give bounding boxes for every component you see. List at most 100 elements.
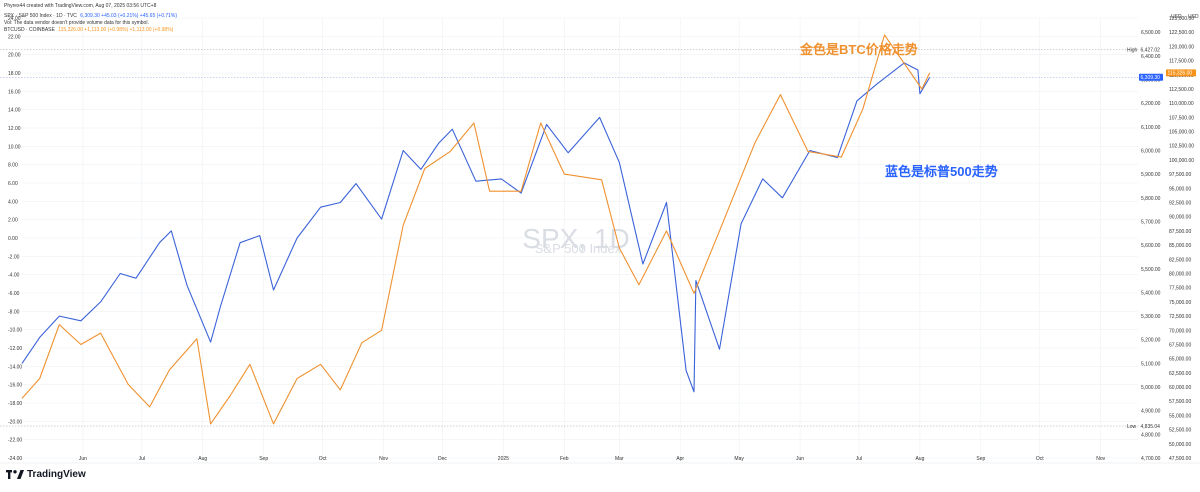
btc-tick-label: 75,000.00 <box>1169 300 1191 306</box>
left-tick-label: -22.00 <box>8 438 22 444</box>
btc-legend-values: 115,326.00 +1,113.00 (+0.98%) +1,113.00 … <box>58 27 173 33</box>
x-tick-label: Sep <box>259 456 268 462</box>
left-tick-label: 20.00 <box>8 53 21 59</box>
btc-tick-label: 117,500.00 <box>1169 59 1194 65</box>
spx-tick-label: 6,500.00 <box>1141 30 1161 36</box>
x-tick-label: Oct <box>1036 456 1044 462</box>
spx-tick-label: 6,100.00 <box>1141 125 1161 131</box>
left-tick-label: -6.00 <box>8 291 20 297</box>
left-tick-label: -24.00 <box>8 456 22 462</box>
tradingview-logo-icon <box>6 470 24 479</box>
x-tick-label: Jun <box>796 456 804 462</box>
x-tick-label: Apr <box>676 456 684 462</box>
left-tick-label: -18.00 <box>8 401 22 407</box>
left-tick-label: 22.00 <box>8 34 21 40</box>
spx-tick-label: 5,100.00 <box>1141 361 1161 367</box>
spx-tick-label: 4,900.00 <box>1141 409 1161 415</box>
spx-tick-label: 5,400.00 <box>1141 290 1161 296</box>
high-badge-text: 6,427.02 <box>1141 47 1161 53</box>
btc-tick-label: 82,500.00 <box>1169 257 1191 263</box>
volume-note: Vol: The data vendor doesn't provide vol… <box>4 20 149 26</box>
created-line: Phyrex44 created with TradingView.com, A… <box>4 3 156 9</box>
btc-axis: USD125,000.00122,500.00120,000.00117,500… <box>1169 14 1199 462</box>
btc-tick-label: 112,500.00 <box>1169 87 1194 93</box>
btc-tick-label: 110,000.00 <box>1169 101 1194 107</box>
x-tick-label: Dec <box>438 456 447 462</box>
spx-last-badge-text: 6,309.30 <box>1141 75 1161 81</box>
btc-tick-label: 97,500.00 <box>1169 172 1191 178</box>
left-tick-label: 12.00 <box>8 126 21 132</box>
btc-tick-label: 92,500.00 <box>1169 201 1191 207</box>
spx-tick-label: 5,500.00 <box>1141 267 1161 273</box>
low-badge-text: 4,835.04 <box>1141 424 1161 430</box>
spx-tick-label: 6,400.00 <box>1141 54 1161 60</box>
spx-axis: USD6,500.006,400.006,300.006,200.006,100… <box>1141 14 1182 462</box>
x-tick-label: Nov <box>1096 456 1105 462</box>
spx-tick-label: 5,000.00 <box>1141 385 1161 391</box>
spx-tick-label: 5,800.00 <box>1141 196 1161 202</box>
left-tick-label: -12.00 <box>8 346 22 352</box>
spx-legend[interactable]: SPX · S&P 500 Index · 1D · TVC 6,309.30 … <box>4 13 177 19</box>
btc-tick-label: 87,500.00 <box>1169 229 1191 235</box>
btc-tick-label: 57,500.00 <box>1169 399 1191 405</box>
x-tick-label: 2025 <box>498 456 509 462</box>
left-tick-label: -2.00 <box>8 254 20 260</box>
x-tick-label: Sep <box>976 456 985 462</box>
btc-tick-label: 67,500.00 <box>1169 342 1191 348</box>
btc-tick-label: 85,000.00 <box>1169 243 1191 249</box>
btc-tick-label: 90,000.00 <box>1169 215 1191 221</box>
x-tick-label: Mar <box>615 456 624 462</box>
left-tick-label: 8.00 <box>8 163 18 169</box>
btc-legend-name: BTCUSD · COINBASE <box>4 27 55 33</box>
btc-tick-label: 80,000.00 <box>1169 271 1191 277</box>
btc-tick-label: 70,000.00 <box>1169 328 1191 334</box>
btc-tick-label: 125,000.00 <box>1169 16 1194 22</box>
btc-annotation: 金色是BTC价格走势 <box>800 39 918 58</box>
spx-tick-label: 5,900.00 <box>1141 172 1161 178</box>
x-tick-label: Oct <box>319 456 327 462</box>
left-tick-label: -4.00 <box>8 273 20 279</box>
left-tick-label: 4.00 <box>8 199 18 205</box>
x-tick-label: Aug <box>198 456 207 462</box>
x-tick-label: May <box>734 456 744 462</box>
spx-annotation: 蓝色是标普500走势 <box>885 161 998 180</box>
btc-tick-label: 55,000.00 <box>1169 413 1191 419</box>
high-badge-label: High <box>1127 47 1138 53</box>
left-tick-label: -16.00 <box>8 383 22 389</box>
left-axis: 24.0022.0020.0018.0016.0014.0012.0010.00… <box>8 16 22 462</box>
spx-legend-values: 6,309.30 +45.03 (+0.21%) +45.65 (+0.71%) <box>80 13 177 19</box>
watermark-subtitle: S&P 500 Index <box>535 241 622 256</box>
left-tick-label: -8.00 <box>8 309 20 315</box>
left-tick-label: -14.00 <box>8 364 22 370</box>
low-badge-label: Low <box>1127 424 1137 430</box>
btc-tick-label: 52,500.00 <box>1169 428 1191 434</box>
spx-tick-label: 5,700.00 <box>1141 219 1161 225</box>
btc-tick-label: 50,000.00 <box>1169 442 1191 448</box>
x-tick-label: Jun <box>79 456 87 462</box>
left-tick-label: 14.00 <box>8 108 21 114</box>
spx-tick-label: 5,600.00 <box>1141 243 1161 249</box>
tradingview-logo[interactable]: TradingView <box>6 469 86 480</box>
btc-tick-label: 62,500.00 <box>1169 371 1191 377</box>
spx-tick-label: 4,700.00 <box>1141 456 1161 462</box>
tradingview-logo-text: TradingView <box>27 469 86 480</box>
spx-tick-label: 4,800.00 <box>1141 432 1161 438</box>
x-tick-label: Feb <box>560 456 569 462</box>
left-tick-label: -20.00 <box>8 419 22 425</box>
x-tick-label: Nov <box>379 456 388 462</box>
btc-tick-label: 122,500.00 <box>1169 30 1194 36</box>
spx-legend-name: SPX · S&P 500 Index · 1D · TVC <box>4 13 77 19</box>
btc-tick-label: 77,500.00 <box>1169 286 1191 292</box>
btc-tick-label: 105,000.00 <box>1169 130 1194 136</box>
btc-tick-label: 95,000.00 <box>1169 186 1191 192</box>
x-tick-label: Jul <box>856 456 862 462</box>
btc-tick-label: 102,500.00 <box>1169 144 1194 150</box>
left-tick-label: 18.00 <box>8 71 21 77</box>
left-tick-label: 2.00 <box>8 218 18 224</box>
btc-tick-label: 100,000.00 <box>1169 158 1194 164</box>
btc-tick-label: 65,000.00 <box>1169 357 1191 363</box>
btc-legend[interactable]: BTCUSD · COINBASE 115,326.00 +1,113.00 (… <box>4 27 173 33</box>
spx-tick-label: 5,200.00 <box>1141 338 1161 344</box>
